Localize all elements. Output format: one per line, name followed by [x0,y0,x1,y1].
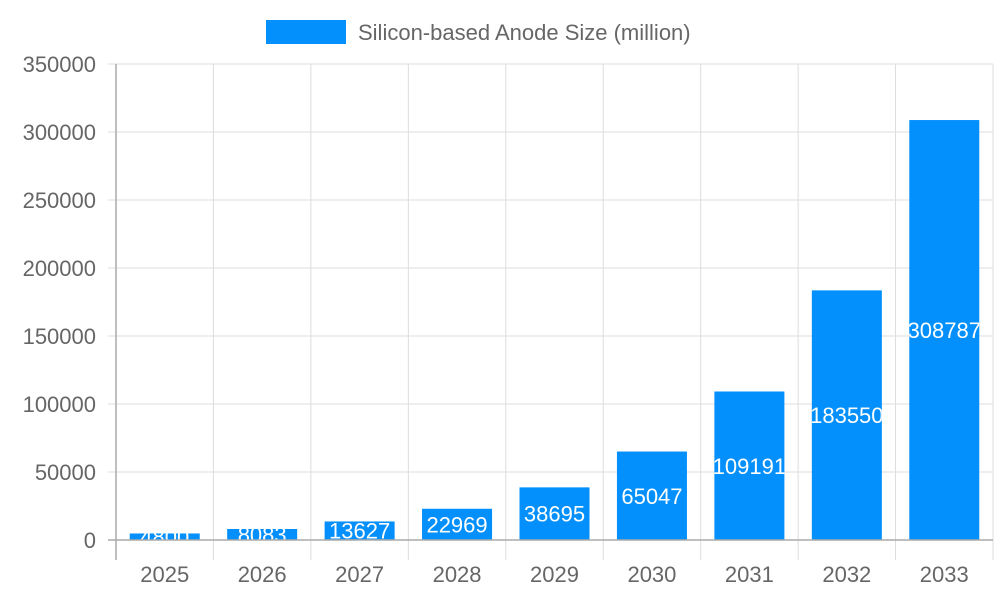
bar-data-label: 8083 [238,523,287,548]
bar-data-label: 65047 [621,484,682,509]
bar[interactable] [714,391,785,540]
bar-data-label: 22969 [426,512,487,537]
x-tick-label: 2033 [920,562,969,587]
legend-swatch [266,20,346,44]
y-tick-label: 300000 [23,120,96,145]
y-tick-label: 200000 [23,256,96,281]
y-tick-label: 50000 [35,460,96,485]
y-tick-label: 100000 [23,392,96,417]
grid [108,63,994,560]
bar[interactable] [422,508,493,540]
bar-data-label: 183550 [810,403,883,428]
bar[interactable] [811,290,882,540]
x-tick-label: 2025 [140,562,189,587]
bar[interactable] [616,451,687,540]
bar-data-label: 13627 [329,519,390,544]
legend-label: Silicon-based Anode Size (million) [358,20,691,45]
axes [108,64,993,560]
x-tick-label: 2029 [530,562,579,587]
y-tick-label: 250000 [23,188,96,213]
bar-data-label: 109191 [713,454,786,479]
y-tick-label: 0 [84,528,96,553]
bar[interactable] [324,521,395,540]
bar-data-label: 38695 [524,502,585,527]
bars: 4800 8083 13627 22969 38695 65047 109191 183550… [129,120,981,550]
legend[interactable]: Silicon-based Anode Size (million) [266,20,691,45]
x-tick-label: 2030 [627,562,676,587]
x-axis-ticks: 2025 2026 2027 2028 2029 2030 2031 2032 2033 [140,562,969,587]
x-tick-label: 2028 [433,562,482,587]
x-tick-label: 2026 [238,562,287,587]
x-tick-label: 2032 [822,562,871,587]
bar-data-label: 308787 [908,318,981,343]
bar[interactable] [519,487,590,540]
bar[interactable] [129,533,200,540]
x-tick-label: 2031 [725,562,774,587]
y-tick-label: 150000 [23,324,96,349]
y-axis-ticks: 0 50000 100000 150000 200000 250000 300000 3500… [23,52,96,553]
y-tick-label: 350000 [23,52,96,77]
bar-data-label: 4800 [140,525,189,550]
bar[interactable] [909,120,980,540]
bar[interactable] [227,529,298,540]
x-tick-label: 2027 [335,562,384,587]
